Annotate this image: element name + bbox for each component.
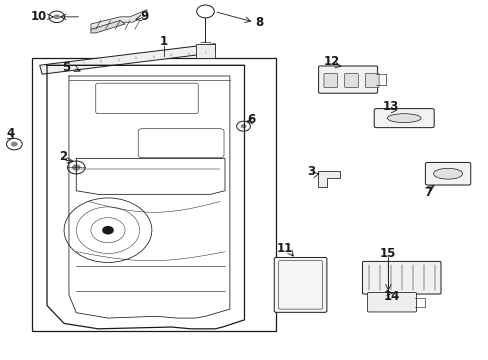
Ellipse shape — [433, 168, 462, 179]
Bar — [195, 44, 215, 58]
FancyBboxPatch shape — [366, 293, 416, 312]
Text: 12: 12 — [324, 55, 340, 68]
Text: 14: 14 — [383, 290, 400, 303]
Text: 3: 3 — [306, 165, 314, 177]
Circle shape — [53, 14, 60, 19]
Polygon shape — [91, 21, 125, 33]
Text: 2: 2 — [59, 150, 67, 163]
Text: 11: 11 — [276, 242, 292, 255]
FancyBboxPatch shape — [318, 66, 377, 93]
Ellipse shape — [386, 114, 420, 122]
Text: 6: 6 — [247, 113, 255, 126]
Polygon shape — [40, 44, 215, 74]
Polygon shape — [317, 171, 339, 187]
Text: 7: 7 — [424, 186, 431, 199]
Text: 4: 4 — [6, 127, 15, 140]
Circle shape — [72, 164, 81, 171]
Circle shape — [240, 124, 246, 129]
FancyBboxPatch shape — [324, 73, 337, 87]
Circle shape — [102, 226, 114, 234]
Circle shape — [11, 141, 18, 147]
Polygon shape — [91, 10, 147, 30]
Text: 8: 8 — [254, 16, 263, 29]
FancyBboxPatch shape — [362, 261, 440, 294]
FancyBboxPatch shape — [373, 109, 433, 128]
Text: 15: 15 — [379, 247, 396, 260]
FancyBboxPatch shape — [425, 162, 470, 185]
FancyBboxPatch shape — [365, 73, 378, 87]
FancyBboxPatch shape — [344, 73, 358, 87]
Text: 1: 1 — [160, 35, 168, 49]
Text: 13: 13 — [382, 100, 398, 113]
Text: 5: 5 — [62, 60, 70, 73]
Text: 10: 10 — [31, 10, 47, 23]
Text: 9: 9 — [140, 10, 148, 23]
FancyBboxPatch shape — [274, 257, 326, 312]
Bar — [32, 58, 276, 330]
